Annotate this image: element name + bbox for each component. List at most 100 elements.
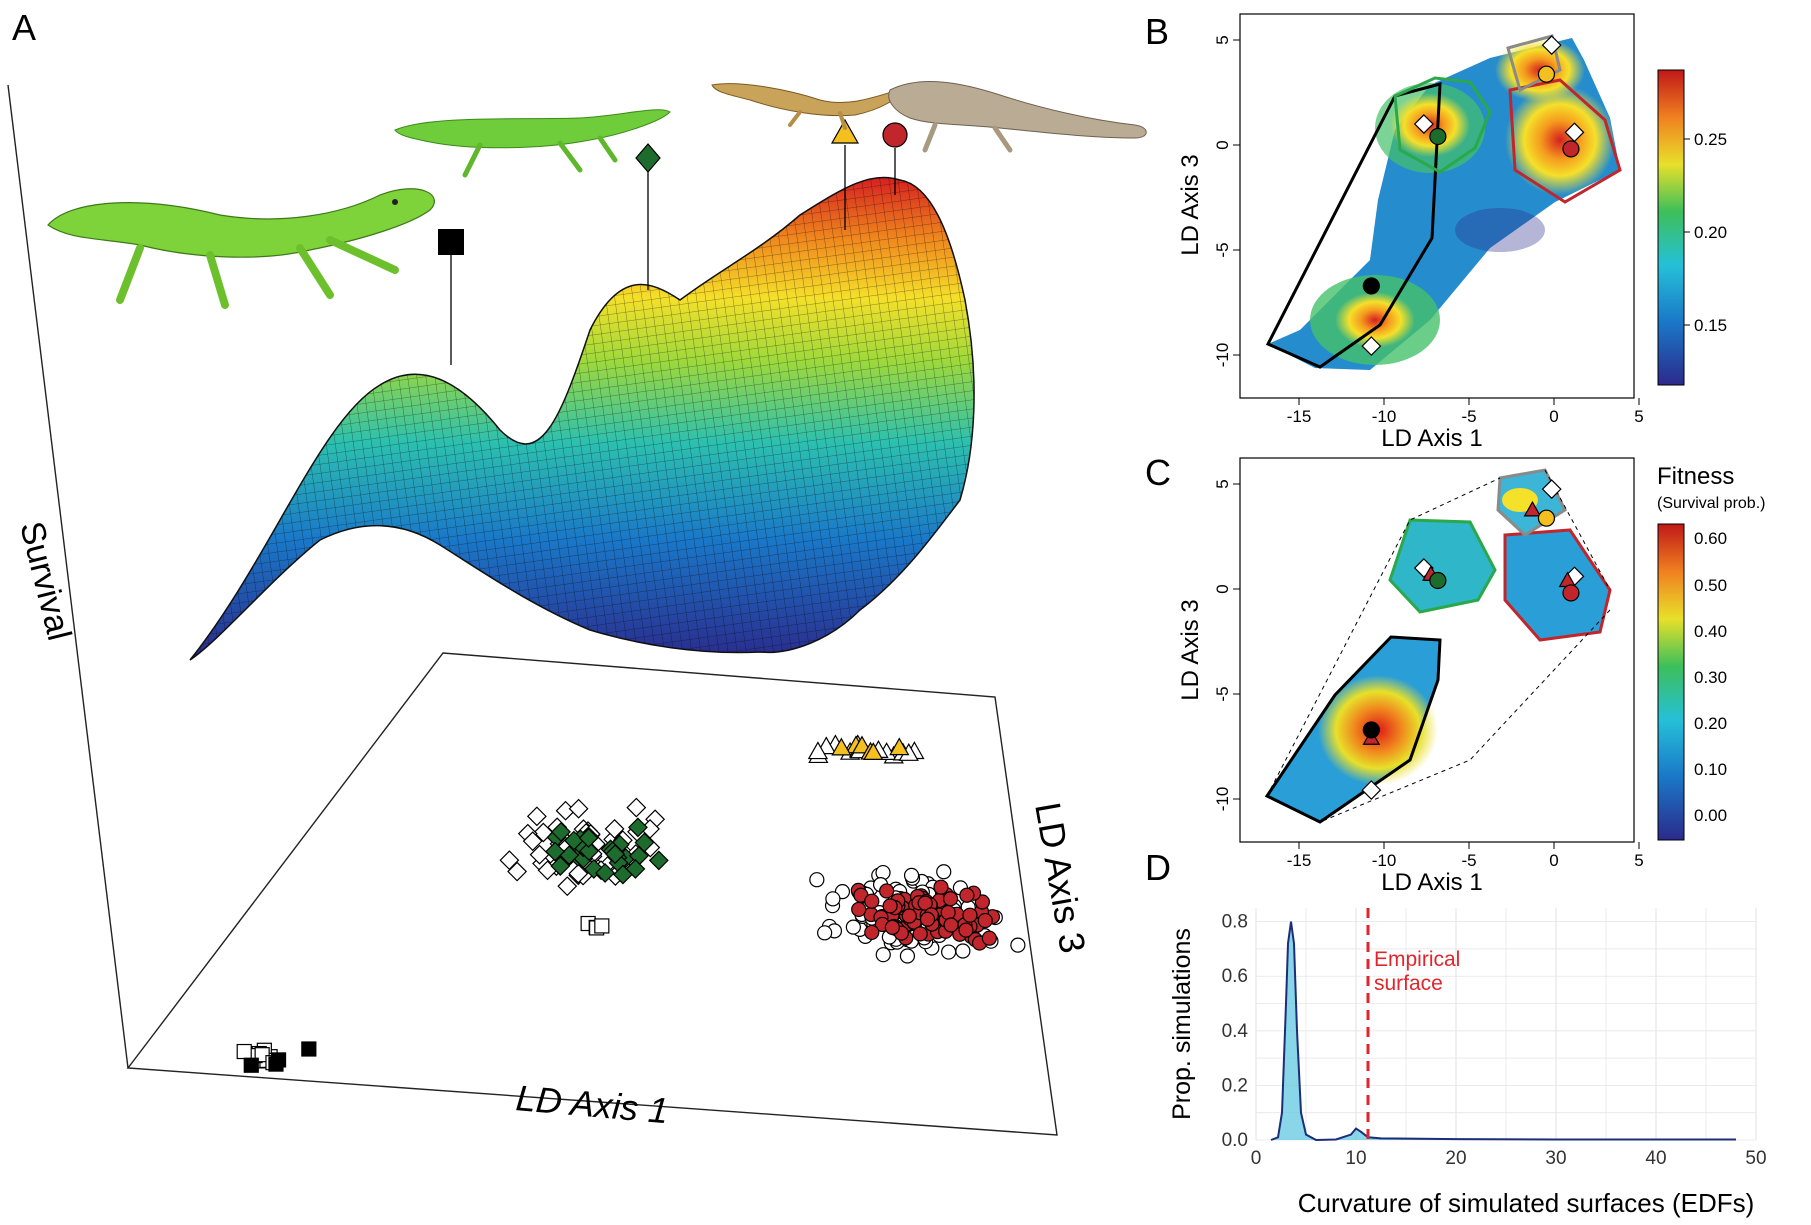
scatter-point-circle bbox=[962, 907, 978, 923]
c-x-tick: -10 bbox=[1372, 851, 1397, 870]
scatter-point-circle bbox=[851, 901, 867, 918]
d-y-tick: 0.0 bbox=[1222, 1130, 1248, 1151]
d-x-tick: 40 bbox=[1645, 1148, 1666, 1169]
b-colorbar bbox=[1657, 69, 1685, 386]
c-y-tick: 5 bbox=[1213, 479, 1232, 488]
empirical-label: surface bbox=[1374, 972, 1443, 995]
scatter-point-circle bbox=[879, 883, 895, 899]
d-x-tick: 30 bbox=[1545, 1148, 1566, 1169]
scatter-point-triangle bbox=[863, 742, 884, 760]
scatter-point-circle bbox=[1010, 937, 1026, 953]
c-colorbar-tick: 0.60 bbox=[1694, 529, 1727, 548]
c-y-axis: 5 0 -5 -10 LD Axis 3 bbox=[1177, 479, 1240, 811]
c-x-tick: -5 bbox=[1461, 851, 1476, 870]
b-points bbox=[1361, 35, 1585, 357]
d-y-tick: 0.6 bbox=[1222, 966, 1248, 987]
d-y-label: Prop. simulations bbox=[1168, 928, 1196, 1120]
b-y-label: LD Axis 3 bbox=[1177, 154, 1204, 255]
scatter-point-circle bbox=[825, 891, 841, 907]
optimum-diamond bbox=[1541, 479, 1562, 500]
optimum-triangle bbox=[1523, 500, 1542, 517]
b-colorbar-tick: 0.25 bbox=[1694, 130, 1727, 149]
peak-marker-triangle bbox=[830, 118, 860, 144]
a-x-label: LD Axis 1 bbox=[514, 1077, 670, 1131]
scatter-point-diamond bbox=[568, 798, 589, 819]
scatter-point-diamond bbox=[557, 876, 578, 897]
d-y-tick: 0.8 bbox=[1222, 912, 1248, 933]
scatter-point-circle bbox=[903, 867, 920, 883]
peak-marker-circle bbox=[882, 122, 908, 148]
b-x-tick: 0 bbox=[1549, 407, 1558, 426]
scatter-point-triangle bbox=[807, 741, 829, 760]
scatter-point-diamond bbox=[583, 858, 604, 879]
d-x-tick: 0 bbox=[1251, 1148, 1262, 1169]
c-colorbar-subtitle: (Survival prob.) bbox=[1657, 495, 1765, 512]
scatter-point-circle bbox=[864, 893, 880, 909]
a-y-label: LD Axis 3 bbox=[1027, 799, 1094, 956]
scatter-point-circle bbox=[959, 887, 975, 903]
scatter-point-circle bbox=[884, 919, 900, 935]
scatter-point-square bbox=[270, 1052, 287, 1068]
scatter-point-circle bbox=[901, 908, 917, 924]
c-x-tick: 5 bbox=[1634, 851, 1643, 870]
scatter-point-circle bbox=[958, 922, 974, 938]
c-y-tick: 0 bbox=[1213, 584, 1232, 593]
scatter-point-diamond bbox=[634, 832, 655, 853]
species-mean-point bbox=[1429, 127, 1447, 146]
scatter-point-diamond bbox=[568, 863, 589, 884]
scatter-point-diamond bbox=[579, 841, 599, 862]
b-hull-gray bbox=[1506, 34, 1562, 93]
scatter-point-diamond bbox=[578, 828, 599, 848]
c-dashed-hull bbox=[1266, 469, 1611, 823]
b-x-tick: -5 bbox=[1461, 407, 1476, 426]
b-y-axis: 5 0 -5 -10 LD Axis 3 bbox=[1177, 35, 1240, 367]
c-y-label: LD Axis 3 bbox=[1177, 599, 1204, 700]
scatter-point-circle bbox=[981, 930, 997, 946]
scatter-point-circle bbox=[933, 879, 949, 895]
panel-d-letter: D bbox=[1145, 847, 1171, 888]
b-hull-red bbox=[1508, 78, 1622, 204]
scatter-point-diamond bbox=[612, 864, 633, 885]
b-y-tick: 5 bbox=[1213, 35, 1232, 44]
scatter-point-circle bbox=[875, 947, 891, 963]
optimum-diamond bbox=[1361, 336, 1382, 357]
scatter-point-diamond bbox=[550, 856, 571, 876]
b-plot-frame bbox=[1239, 13, 1635, 399]
scatter-point-diamond bbox=[551, 821, 571, 842]
b-x-tick: -15 bbox=[1287, 407, 1312, 426]
c-colorbar-ticks: 0.60 0.50 0.40 0.30 0.20 0.10 0.00 bbox=[1694, 529, 1727, 825]
species-mean-point bbox=[1362, 721, 1380, 739]
c-x-tick: 0 bbox=[1549, 851, 1558, 870]
c-points bbox=[1361, 479, 1585, 801]
scatter-point-diamond bbox=[507, 861, 528, 882]
d-y-tick: 0.4 bbox=[1222, 1021, 1249, 1042]
c-colorbar-tick: 0.50 bbox=[1694, 576, 1727, 595]
scatter-point-diamond bbox=[522, 831, 543, 852]
scatter-point-circle bbox=[809, 872, 825, 888]
panel-c: C -15 -10 -5 0 5 LD Axis 1 bbox=[1145, 452, 1765, 896]
base-plane bbox=[126, 652, 1058, 1136]
z-axis-line bbox=[7, 84, 129, 1069]
c-colorbar-tick: 0.00 bbox=[1694, 806, 1727, 825]
c-x-axis: -15 -10 -5 0 5 LD Axis 1 bbox=[1287, 842, 1644, 896]
b-y-tick: -10 bbox=[1213, 343, 1232, 368]
scatter-point-circle bbox=[942, 891, 959, 907]
b-y-tick: 0 bbox=[1213, 140, 1232, 149]
panel-b-letter: B bbox=[1145, 11, 1169, 52]
b-x-tick: -10 bbox=[1372, 407, 1397, 426]
panel-a-letter: A bbox=[12, 7, 36, 48]
scatter-point-diamond bbox=[627, 817, 648, 838]
c-y-tick: -10 bbox=[1213, 787, 1232, 812]
scatter-point-diamond bbox=[604, 818, 625, 839]
scatter-point-diamond bbox=[625, 858, 646, 879]
c-y-tick: -5 bbox=[1213, 686, 1232, 701]
scatter-point-circle bbox=[943, 917, 959, 933]
scatter-point-circle bbox=[977, 912, 993, 929]
optimum-diamond bbox=[1361, 780, 1382, 801]
b-y-tick: -5 bbox=[1213, 242, 1232, 257]
b-x-axis: -15 -10 -5 0 5 LD Axis 1 bbox=[1287, 398, 1644, 452]
c-x-label: LD Axis 1 bbox=[1381, 869, 1482, 896]
